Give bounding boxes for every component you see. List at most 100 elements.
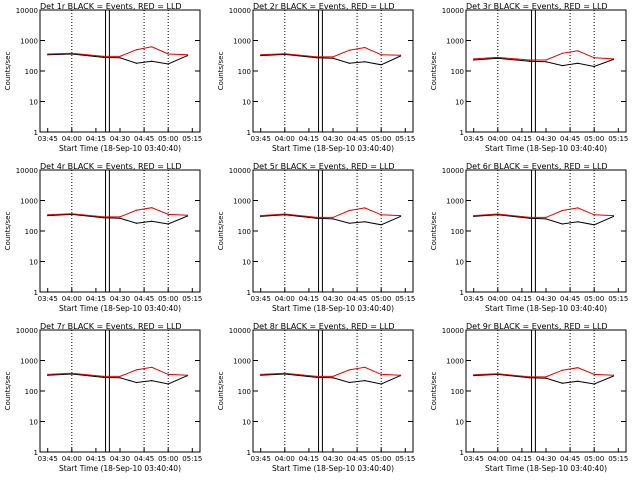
y-tick-label: 10 — [242, 419, 251, 427]
y-tick-label: 1000 — [20, 38, 38, 46]
lld-point — [612, 374, 615, 376]
events-point — [316, 217, 318, 219]
x-axis-label: Start Time (18-Sep-10 03:40:40) — [272, 144, 394, 153]
x-tick-label: 04:45 — [560, 455, 580, 463]
events-point — [103, 217, 105, 219]
x-tick-label: 05:15 — [395, 295, 415, 303]
x-tick-label: 05:00 — [371, 455, 391, 463]
chart-panel-3: Det 3r BLACK = Events, RED = LLD 1 10 100 10… — [430, 2, 628, 153]
x-tick-label: 04:15 — [299, 455, 319, 463]
x-tick-label: 04:45 — [560, 295, 580, 303]
y-tick-label: 10 — [242, 99, 251, 107]
lld-point — [473, 374, 475, 376]
events-point — [151, 60, 153, 62]
events-point — [316, 376, 318, 378]
lld-point — [71, 213, 73, 215]
y-tick-label: 1000 — [446, 358, 464, 366]
y-axis-label: Counts/sec — [4, 372, 12, 411]
lld-point — [260, 54, 262, 56]
chart-title: Det 3r BLACK = Events, RED = LLD — [466, 2, 608, 11]
y-axis-label: Counts/sec — [430, 52, 438, 91]
y-tick-label: 10 — [29, 99, 38, 107]
plot-frame — [465, 9, 627, 133]
x-tick-label: 05:15 — [182, 295, 202, 303]
x-tick-label: 04:15 — [299, 295, 319, 303]
lld-point — [151, 207, 153, 209]
x-tick-label: 05:15 — [182, 135, 202, 143]
y-tick-label: 1 — [460, 129, 464, 137]
events-point — [577, 380, 579, 382]
y-axis-label: Counts/sec — [430, 372, 438, 411]
y-tick-label: 1000 — [20, 358, 38, 366]
x-tick-label: 05:00 — [371, 295, 391, 303]
events-point — [380, 383, 382, 385]
chart-panel-1: Det 1r BLACK = Events, RED = LLD 1 10 100 10… — [4, 2, 202, 153]
events-point — [593, 224, 595, 226]
x-tick-label: 04:15 — [86, 455, 106, 463]
lld-point — [612, 215, 615, 217]
x-tick-label: 03:45 — [38, 295, 58, 303]
chart-title: Det 2r BLACK = Events, RED = LLD — [253, 2, 395, 11]
y-tick-label: 10 — [455, 99, 464, 107]
lld-series-line — [473, 207, 614, 218]
events-point — [151, 220, 153, 222]
x-axis-label: Start Time (18-Sep-10 03:40:40) — [485, 144, 607, 153]
events-series-line — [47, 53, 188, 65]
lld-point — [167, 373, 169, 375]
x-tick-label: 05:15 — [395, 455, 415, 463]
y-tick-label: 10000 — [16, 327, 38, 335]
x-tick-label: 04:45 — [134, 455, 154, 463]
y-tick-label: 10000 — [442, 167, 464, 175]
chart-title: Det 9r BLACK = Events, RED = LLD — [466, 322, 608, 331]
x-tick-label: 04:00 — [62, 295, 82, 303]
lld-point — [284, 372, 286, 374]
plot-frame — [465, 169, 627, 293]
y-tick-label: 10 — [29, 259, 38, 267]
lld-point — [167, 53, 169, 55]
events-series-line — [260, 373, 401, 385]
lld-series-line — [473, 50, 614, 61]
lld-point — [151, 46, 153, 48]
x-tick-label: 04:30 — [110, 295, 130, 303]
lld-series-line — [47, 46, 188, 57]
y-tick-label: 100 — [238, 228, 251, 236]
lld-point — [380, 214, 382, 216]
x-tick-label: 04:45 — [347, 135, 367, 143]
y-tick-label: 100 — [25, 388, 38, 396]
events-point — [348, 62, 350, 64]
y-tick-label: 10 — [455, 259, 464, 267]
lld-point — [151, 366, 153, 368]
lld-point — [316, 375, 318, 377]
x-tick-label: 04:15 — [512, 295, 532, 303]
y-tick-label: 1 — [34, 129, 38, 137]
y-axis-label: Counts/sec — [217, 212, 225, 251]
x-tick-label: 04:00 — [275, 135, 295, 143]
x-tick-label: 03:45 — [38, 455, 58, 463]
lld-point — [364, 366, 366, 368]
y-tick-label: 10 — [455, 419, 464, 427]
events-point — [348, 222, 350, 224]
lld-point — [577, 207, 579, 209]
lld-point — [380, 54, 382, 56]
y-tick-label: 10000 — [229, 327, 251, 335]
chart-panel-6: Det 6r BLACK = Events, RED = LLD 1 10 100 10… — [430, 162, 628, 313]
x-tick-label: 03:45 — [251, 455, 271, 463]
y-tick-label: 100 — [451, 388, 464, 396]
events-point — [348, 381, 350, 384]
events-point — [593, 65, 595, 68]
chart-title: Det 8r BLACK = Events, RED = LLD — [253, 322, 395, 331]
events-point — [593, 383, 595, 385]
events-point — [497, 57, 499, 59]
x-axis-label: Start Time (18-Sep-10 03:40:40) — [59, 464, 181, 473]
y-axis-label: Counts/sec — [217, 372, 225, 411]
lld-point — [186, 374, 189, 376]
lld-series-line — [473, 367, 614, 378]
lld-point — [284, 53, 286, 55]
x-tick-label: 04:15 — [512, 455, 532, 463]
events-point — [135, 222, 137, 224]
lld-point — [473, 215, 475, 217]
x-tick-label: 05:15 — [608, 295, 628, 303]
x-tick-label: 04:30 — [323, 295, 343, 303]
x-tick-label: 04:15 — [86, 135, 106, 143]
y-tick-label: 1 — [460, 289, 464, 297]
